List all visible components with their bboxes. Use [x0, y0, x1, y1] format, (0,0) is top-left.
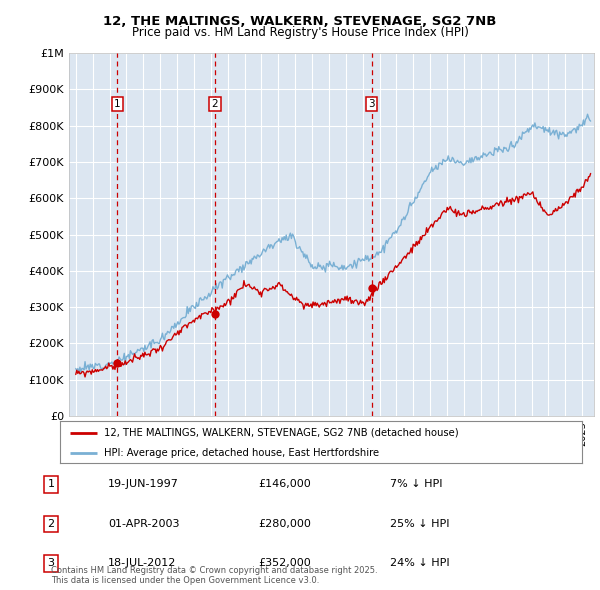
- Text: 18-JUL-2012: 18-JUL-2012: [108, 559, 176, 568]
- Text: Price paid vs. HM Land Registry's House Price Index (HPI): Price paid vs. HM Land Registry's House …: [131, 26, 469, 39]
- Text: 12, THE MALTINGS, WALKERN, STEVENAGE, SG2 7NB (detached house): 12, THE MALTINGS, WALKERN, STEVENAGE, SG…: [104, 428, 459, 438]
- Text: £352,000: £352,000: [258, 559, 311, 568]
- Text: 01-APR-2003: 01-APR-2003: [108, 519, 179, 529]
- Text: 24% ↓ HPI: 24% ↓ HPI: [390, 559, 449, 568]
- Text: 2: 2: [212, 99, 218, 109]
- Text: 1: 1: [114, 99, 121, 109]
- Text: 3: 3: [47, 559, 55, 568]
- Text: £280,000: £280,000: [258, 519, 311, 529]
- Text: Contains HM Land Registry data © Crown copyright and database right 2025.
This d: Contains HM Land Registry data © Crown c…: [51, 566, 377, 585]
- Text: 7% ↓ HPI: 7% ↓ HPI: [390, 480, 443, 489]
- Text: 12, THE MALTINGS, WALKERN, STEVENAGE, SG2 7NB: 12, THE MALTINGS, WALKERN, STEVENAGE, SG…: [103, 15, 497, 28]
- Text: 1: 1: [47, 480, 55, 489]
- Text: 25% ↓ HPI: 25% ↓ HPI: [390, 519, 449, 529]
- Text: 3: 3: [368, 99, 375, 109]
- Text: HPI: Average price, detached house, East Hertfordshire: HPI: Average price, detached house, East…: [104, 448, 379, 457]
- Text: 19-JUN-1997: 19-JUN-1997: [108, 480, 179, 489]
- Text: 2: 2: [47, 519, 55, 529]
- Text: £146,000: £146,000: [258, 480, 311, 489]
